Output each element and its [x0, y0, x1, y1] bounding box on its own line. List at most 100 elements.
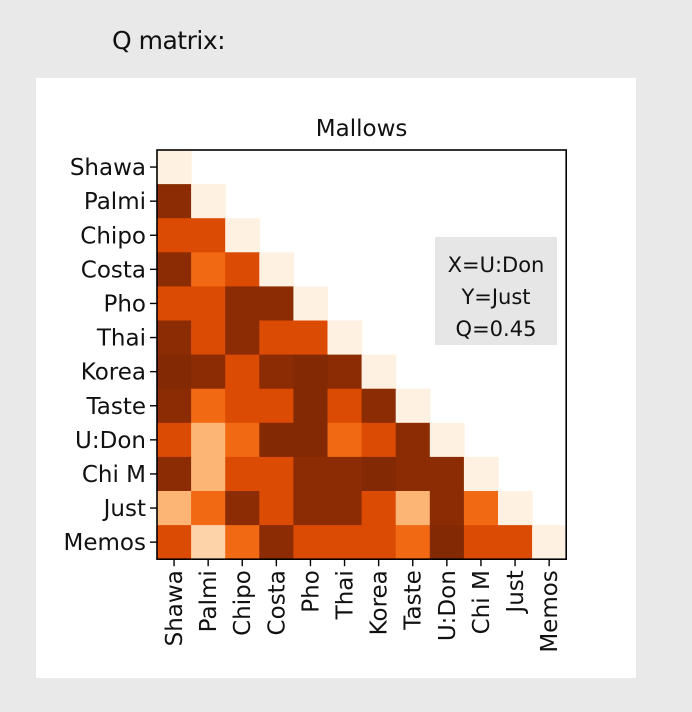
heatmap-cells — [157, 150, 567, 560]
heatmap-cell-chipo-shawa — [157, 218, 192, 253]
heatmap-cell-taste-thai — [327, 388, 363, 424]
x-tick-label: Thai — [333, 570, 359, 620]
figure-panel: Shawa Palmi Chipo Costa Pho Thai Korea Taste U:D… — [36, 78, 636, 678]
heatmap-cell-taste-pho — [293, 388, 329, 424]
heatmap-cell-taste-palmi — [191, 388, 226, 424]
annotation-x: X=U:Don — [447, 253, 545, 277]
heatmap-cell-chi-m-u-don — [429, 456, 465, 492]
heatmap-cell-korea-chipo — [225, 354, 260, 390]
heatmap-cell-thai-chipo — [225, 320, 260, 356]
heatmap-cell-costa-shawa — [157, 252, 192, 287]
heatmap-cell-u-don-palmi — [191, 422, 226, 458]
heatmap-cell-u-don-u-don — [429, 422, 465, 458]
heatmap-cell-chi-m-costa — [259, 456, 294, 492]
y-tick-label: Chipo — [80, 223, 146, 249]
heatmap-cell-just-just — [498, 491, 533, 526]
y-tick-label: Costa — [81, 257, 146, 283]
heatmap-cell-pho-shawa — [157, 286, 192, 322]
heatmap-cell-palmi-shawa — [157, 184, 192, 219]
heatmap-cell-taste-chipo — [225, 388, 260, 424]
x-tick-label: Memos — [537, 570, 563, 652]
heatmap-cell-pho-palmi — [191, 286, 226, 322]
heatmap-cell-memos-chipo — [225, 525, 260, 560]
heatmap-cell-memos-shawa — [157, 525, 192, 560]
y-tick-label: Pho — [103, 291, 146, 317]
heatmap-cell-thai-shawa — [157, 320, 192, 356]
heatmap-cell-just-chi-m — [463, 491, 499, 526]
heatmap-cell-taste-costa — [259, 388, 294, 424]
heatmap-cell-korea-pho — [293, 354, 329, 390]
heatmap-cell-chi-m-taste — [395, 456, 431, 492]
heatmap-cell-just-u-don — [429, 491, 465, 526]
heatmap-cell-thai-costa — [259, 320, 294, 356]
heatmap-cell-chi-m-thai — [327, 456, 363, 492]
y-tick-label: Memos — [64, 530, 146, 556]
heatmap-cell-u-don-costa — [259, 422, 294, 458]
heatmap-cell-pho-chipo — [225, 286, 260, 322]
heatmap-cell-u-don-taste — [395, 422, 431, 458]
y-tick-label: Chi M — [82, 462, 146, 488]
heatmap-cell-korea-palmi — [191, 354, 226, 390]
heatmap-cell-memos-chi-m — [463, 525, 499, 560]
heatmap-cell-u-don-shawa — [157, 422, 192, 458]
heatmap-cell-thai-thai — [327, 320, 363, 356]
heatmap-cell-just-pho — [293, 491, 329, 526]
heatmap-cell-shawa-shawa — [157, 150, 192, 185]
heatmap-cell-chi-m-palmi — [191, 456, 226, 492]
y-tick-label: U:Don — [75, 428, 146, 454]
x-tick-label: Pho — [298, 570, 324, 613]
heatmap-cell-memos-palmi — [191, 525, 226, 560]
x-tick-label: U:Don — [435, 570, 461, 641]
x-tick-label: Korea — [367, 570, 393, 635]
heatmap-cell-memos-thai — [327, 525, 363, 560]
y-tick-label: Thai — [96, 326, 146, 352]
y-axis: Shawa Palmi Chipo Costa Pho Thai Korea Taste U:D… — [64, 155, 157, 556]
annotation-y: Y=Just — [461, 285, 531, 309]
x-tick-label: Just — [503, 570, 529, 614]
plot-frame — [156, 149, 568, 561]
x-tick-label: Chipo — [230, 570, 256, 636]
heatmap-cell-just-taste — [395, 491, 431, 526]
heatmap-cell-taste-taste — [395, 388, 431, 424]
heatmap-cell-memos-costa — [259, 525, 294, 560]
heatmap-cell-memos-u-don — [429, 525, 465, 560]
heatmap-cell-chi-m-shawa — [157, 456, 192, 492]
x-tick-label: Costa — [264, 570, 290, 635]
heatmap-cell-pho-costa — [259, 286, 294, 322]
heatmap-cell-just-korea — [361, 491, 397, 526]
x-axis: Shawa Palmi Chipo Costa Pho Thai Korea Taste U:D… — [162, 559, 563, 653]
heatmap-cell-chi-m-chi-m — [463, 456, 499, 492]
heatmap-cell-chi-m-chipo — [225, 456, 260, 492]
heatmap-cell-memos-taste — [395, 525, 431, 560]
heatmap-cell-thai-palmi — [191, 320, 226, 356]
heatmap-cell-just-costa — [259, 491, 294, 526]
heatmap-cell-korea-korea — [361, 354, 397, 390]
x-tick-label: Chi M — [469, 570, 495, 634]
heatmap-cell-taste-shawa — [157, 388, 192, 424]
heatmap-cell-u-don-pho — [293, 422, 329, 458]
y-tick-label: Just — [102, 496, 146, 522]
heatmap-cell-memos-pho — [293, 525, 329, 560]
x-tick-label: Taste — [401, 570, 427, 631]
heatmap-cell-costa-palmi — [191, 252, 226, 287]
heatmap-cell-costa-chipo — [225, 252, 260, 287]
heatmap-cell-chi-m-korea — [361, 456, 397, 492]
heatmap-chart: Shawa Palmi Chipo Costa Pho Thai Korea Taste U:D… — [64, 116, 568, 653]
heatmap-cell-palmi-palmi — [191, 184, 226, 219]
x-tick-label: Palmi — [196, 570, 222, 632]
heatmap-cell-just-shawa — [157, 491, 192, 526]
heatmap-cell-memos-just — [498, 525, 533, 560]
heatmap-cell-just-thai — [327, 491, 363, 526]
y-tick-label: Palmi — [84, 189, 146, 215]
annotation-q: Q=0.45 — [455, 317, 537, 341]
x-tick-label: Shawa — [162, 570, 188, 646]
heatmap-cell-korea-costa — [259, 354, 294, 390]
y-tick-label: Shawa — [70, 155, 146, 181]
heatmap-cell-just-chipo — [225, 491, 260, 526]
heatmap-cell-u-don-chipo — [225, 422, 260, 458]
heatmap-cell-costa-costa — [259, 252, 294, 287]
heatmap-cell-just-palmi — [191, 491, 226, 526]
heatmap-cell-memos-memos — [532, 525, 567, 560]
heatmap-cell-u-don-thai — [327, 422, 363, 458]
y-tick-label: Korea — [81, 360, 146, 386]
